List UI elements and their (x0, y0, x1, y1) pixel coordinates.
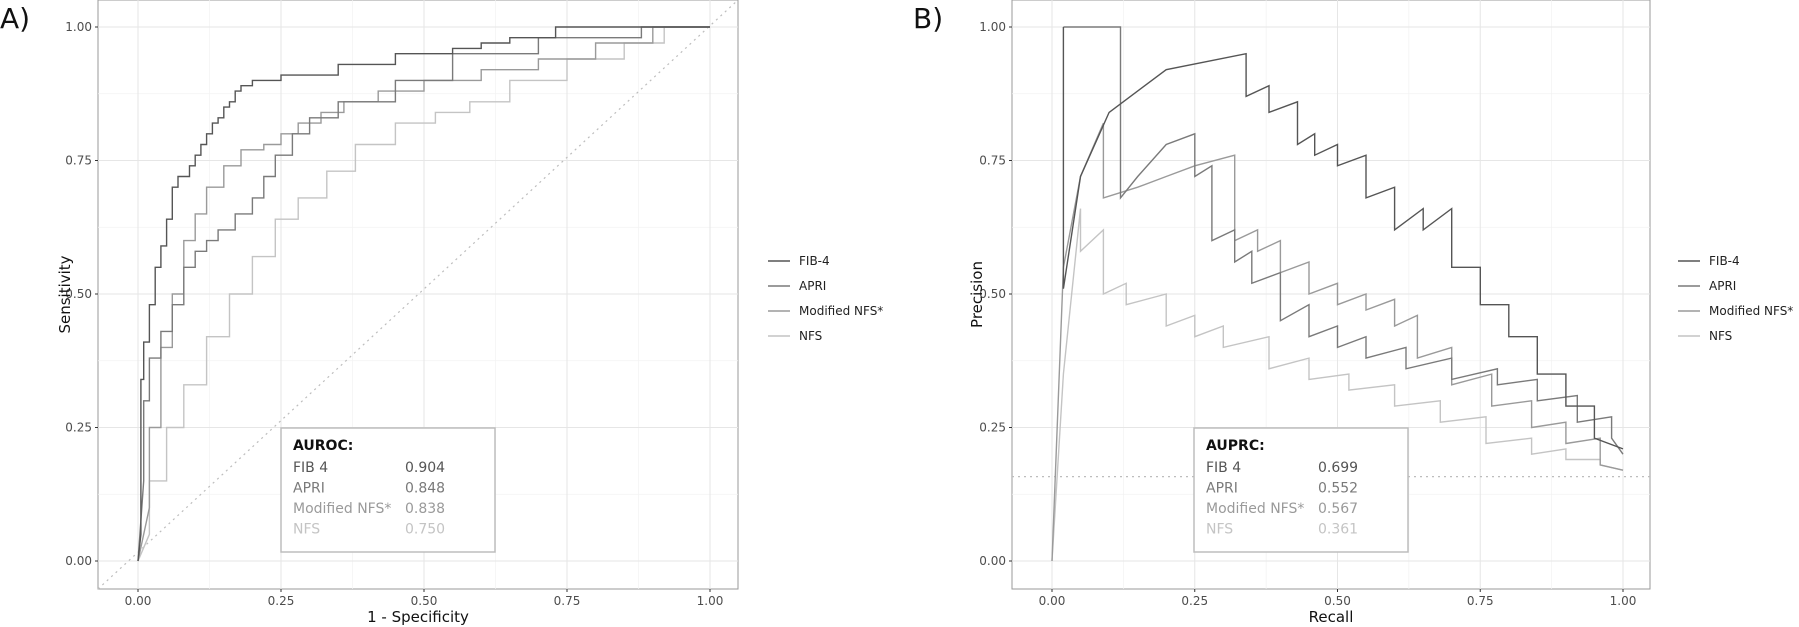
legend-label: NFS (799, 329, 822, 343)
x-tick-label: 1.00 (697, 594, 724, 608)
annotation-row-value: 0.361 (1318, 522, 1358, 538)
legend-label: APRI (1709, 279, 1736, 293)
chart-panel-roc: 0.00 0.00 0.25 0.25 0.50 0.50 0.75 0.75 1.00 1.00… (0, 0, 883, 626)
annotation-row-label: Modified NFS* (293, 501, 391, 517)
x-tick-label: 0.25 (268, 594, 295, 608)
legend-label: APRI (799, 279, 826, 293)
series-line-modified-nfs (1051, 122, 1624, 562)
annotation-row-label: FIB 4 (1206, 460, 1241, 476)
series-line-modified-nfs (137, 26, 710, 562)
x-tick-label: 0.50 (1324, 594, 1351, 608)
y-tick-label: 0.50 (65, 287, 92, 301)
chart-panel-pr: 0.00 0.00 0.25 0.25 0.50 0.50 0.75 0.75 1.00 1.00… (913, 0, 1793, 626)
annotation-row-value: 0.567 (1318, 501, 1358, 517)
legend: FIB-4 APRI Modified NFS* NFS (1678, 254, 1793, 343)
y-tick-label: 0.25 (65, 421, 92, 435)
x-tick-label: 0.50 (411, 594, 438, 608)
x-axis-title: 1 - Specificity (367, 608, 469, 626)
y-tick-label: 0.50 (979, 287, 1006, 301)
y-tick-label: 0.75 (65, 154, 92, 168)
y-axis-title: Precision (968, 261, 986, 328)
legend-label: Modified NFS* (1709, 304, 1793, 318)
x-tick-label: 0.00 (1039, 594, 1066, 608)
series-line-nfs (137, 26, 710, 562)
y-axis-title: Sensitivity (56, 255, 74, 333)
x-axis-title: Recall (1309, 608, 1354, 626)
legend-label: FIB-4 (1709, 254, 1740, 268)
annotation-row-label: NFS (1206, 522, 1233, 538)
annotation-box (1193, 427, 1409, 553)
annotation-row-label: NFS (293, 522, 320, 538)
series-line-apri (1063, 26, 1624, 455)
metrics-annotation: AUPRC: FIB 4 0.699 APRI 0.552 Modified NFS* 0.… (1193, 427, 1409, 553)
legend-label: NFS (1709, 329, 1732, 343)
panel-label: A) (0, 2, 30, 35)
y-tick-label: 0.00 (979, 554, 1006, 568)
annotation-row-label: Modified NFS* (1206, 501, 1304, 517)
series-line-fib-4 (137, 26, 710, 562)
y-tick-label: 1.00 (979, 20, 1006, 34)
x-tick-label: 0.75 (1467, 594, 1494, 608)
x-tick-label: 0.75 (554, 594, 581, 608)
annotation-row-value: 0.750 (405, 522, 445, 538)
annotation-row-value: 0.699 (1318, 460, 1358, 476)
series-line-apri (137, 26, 710, 562)
y-tick-label: 1.00 (65, 20, 92, 34)
annotation-title: AUPRC: (1206, 438, 1265, 454)
legend-label: FIB-4 (799, 254, 830, 268)
annotation-title: AUROC: (293, 438, 353, 454)
annotation-row-label: APRI (293, 481, 325, 497)
series-group (137, 26, 710, 562)
diagonal-reference-line (97, 0, 739, 590)
x-tick-label: 0.25 (1181, 594, 1208, 608)
series-line-fib-4 (1062, 27, 1624, 450)
annotation-row-value: 0.552 (1318, 481, 1358, 497)
annotation-row-value: 0.848 (405, 481, 445, 497)
annotation-row-value: 0.904 (405, 460, 445, 476)
annotation-row-value: 0.838 (405, 501, 445, 517)
annotation-row-label: APRI (1206, 481, 1238, 497)
legend-label: Modified NFS* (799, 304, 883, 318)
annotation-row-label: FIB 4 (293, 460, 328, 476)
x-tick-label: 0.00 (125, 594, 152, 608)
y-tick-label: 0.25 (979, 421, 1006, 435)
panel-label: B) (913, 2, 943, 35)
metrics-annotation: AUROC: FIB 4 0.904 APRI 0.848 Modified NFS* 0.… (280, 427, 496, 553)
series-line-nfs (1051, 208, 1624, 562)
y-tick-label: 0.75 (979, 154, 1006, 168)
legend: FIB-4 APRI Modified NFS* NFS (768, 254, 883, 343)
series-group (1051, 26, 1624, 562)
y-tick-label: 0.00 (65, 554, 92, 568)
x-tick-label: 1.00 (1610, 594, 1637, 608)
annotation-box (280, 427, 496, 553)
